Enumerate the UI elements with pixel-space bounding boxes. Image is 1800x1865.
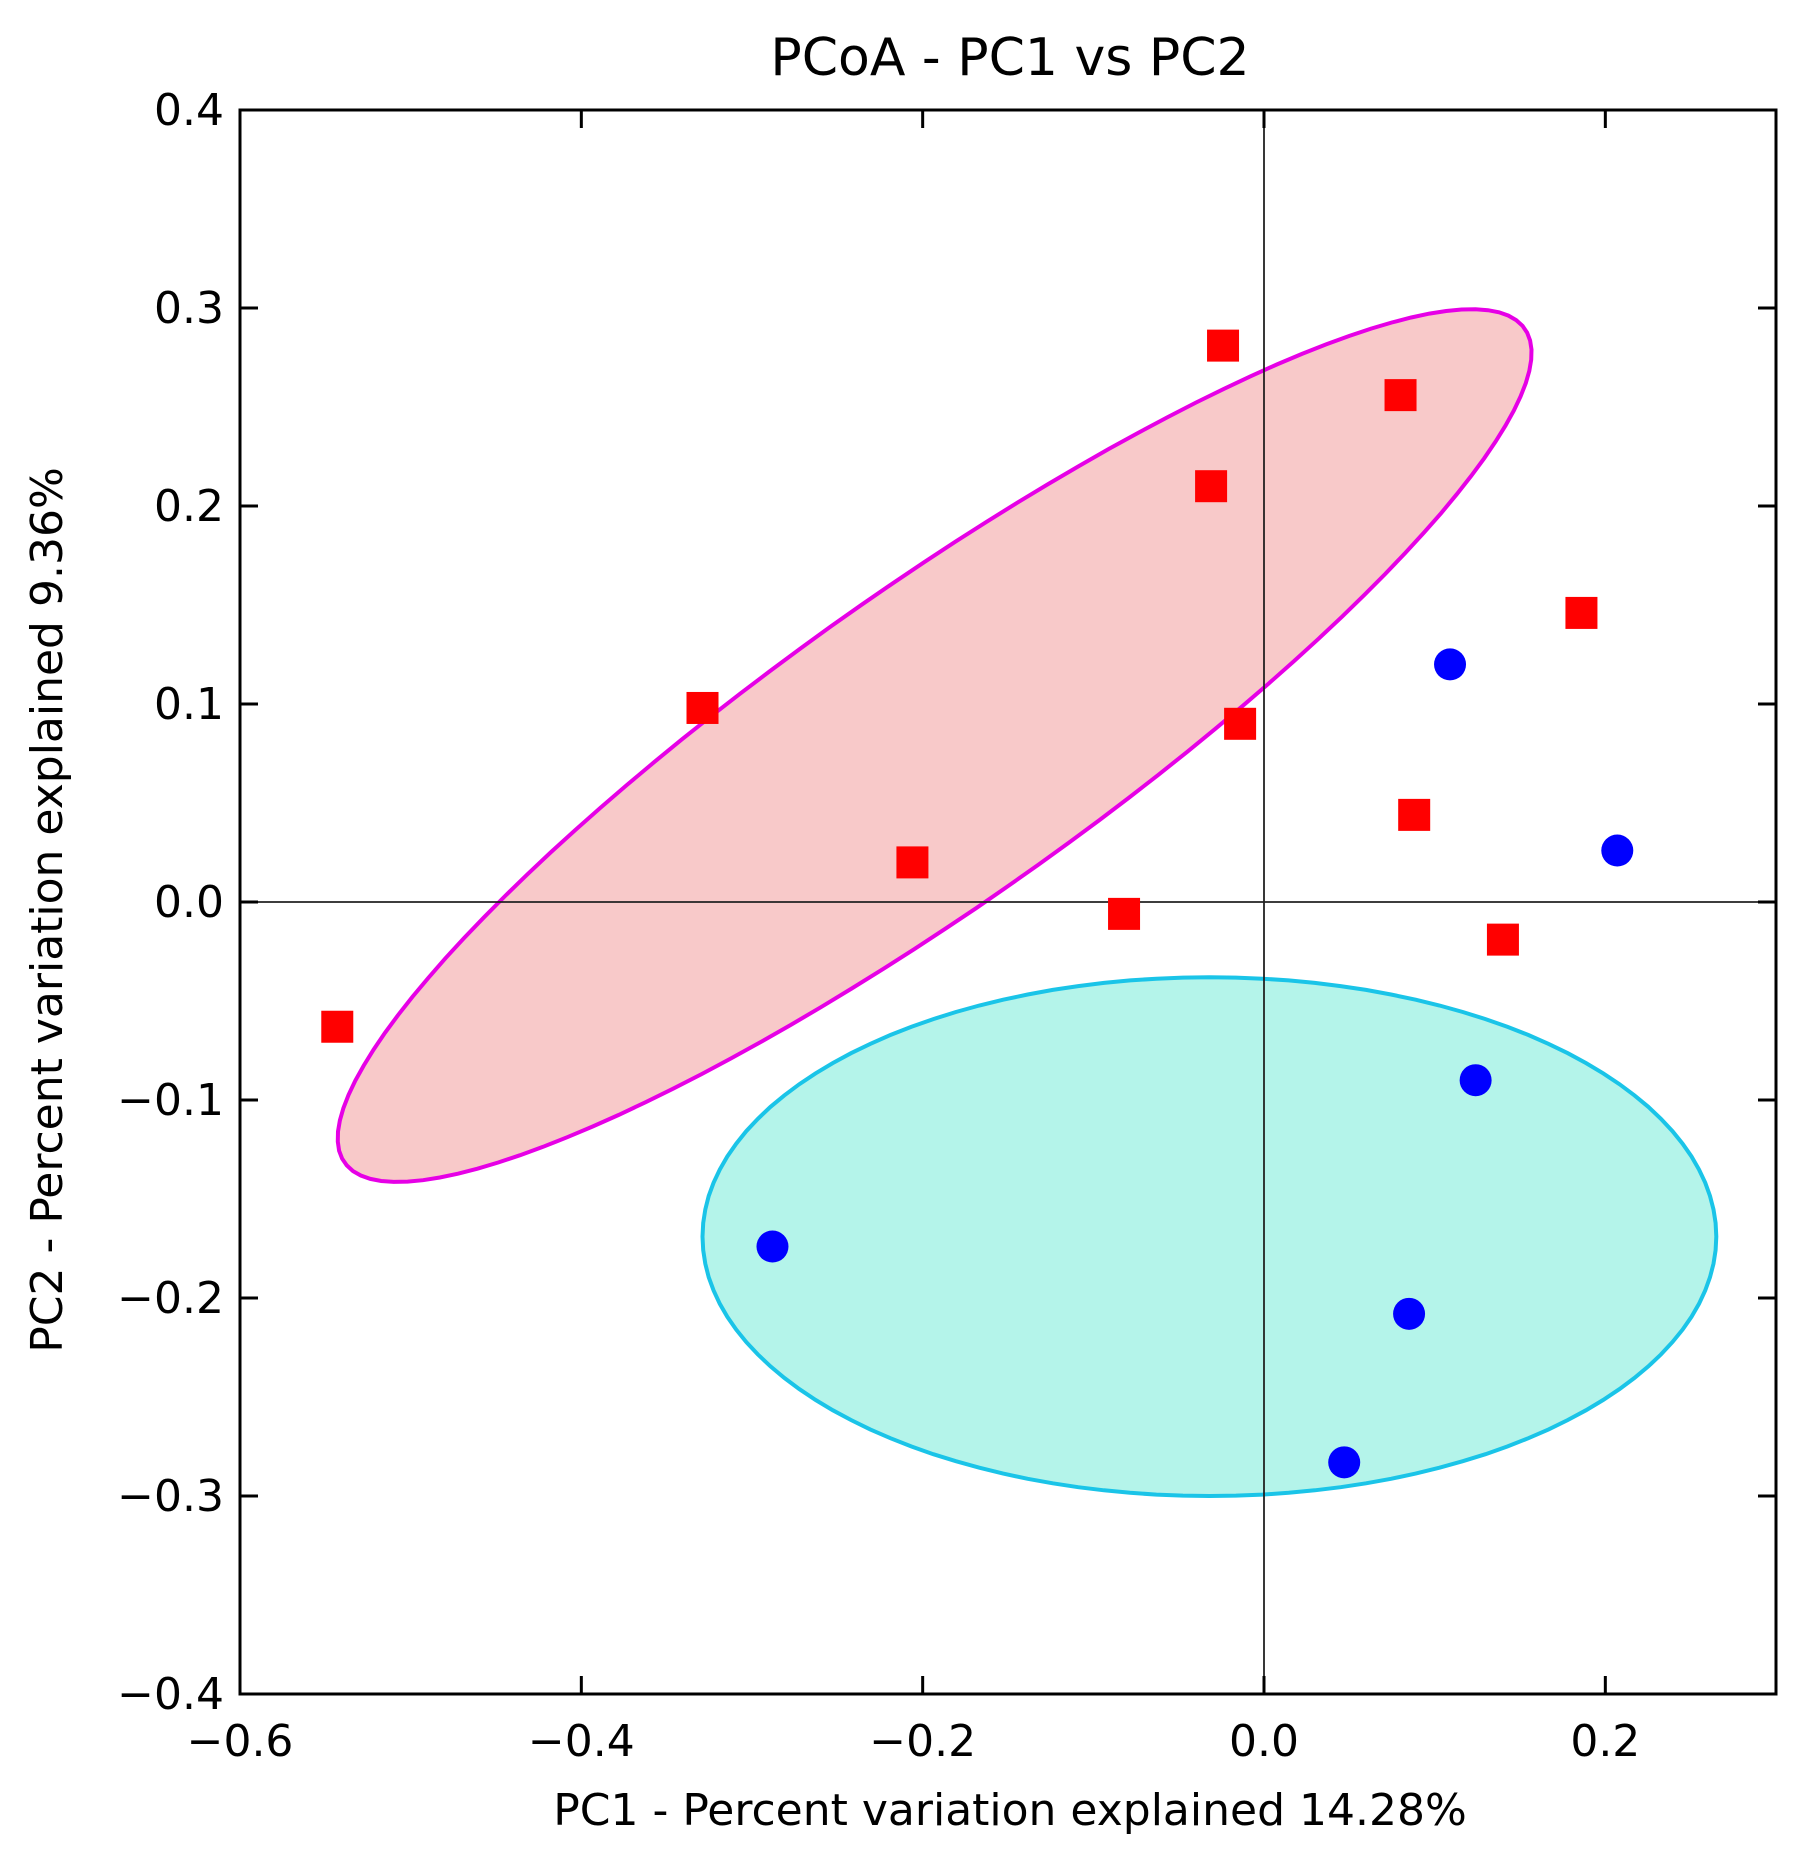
red-square-point: [1195, 470, 1228, 503]
blue-circle-point: [1459, 1064, 1492, 1097]
red-square-point: [1565, 596, 1598, 629]
ellipse-layer: [335, 307, 1719, 1499]
red-group-ellipse: [335, 307, 1534, 1184]
red-square-point: [686, 691, 719, 724]
data-points: [321, 329, 1634, 1479]
x-tick-label: 0.0: [1229, 1716, 1299, 1767]
red-square-point: [896, 846, 929, 879]
red-square-point: [1384, 379, 1417, 412]
red-square-point: [321, 1010, 354, 1043]
chart-title: PCoA - PC1 vs PC2: [770, 28, 1249, 88]
red-square-point: [1207, 329, 1240, 362]
blue-group-ellipse: [700, 975, 1719, 1499]
red-square-point: [1224, 707, 1257, 740]
y-tick-label: −0.4: [117, 1669, 224, 1720]
x-tick-label: 0.2: [1570, 1716, 1640, 1767]
x-axis-label: PC1 - Percent variation explained 14.28%: [553, 1785, 1467, 1836]
red-square-point: [1108, 897, 1141, 930]
y-tick-label: −0.2: [117, 1273, 224, 1324]
x-tick-label: −0.4: [528, 1716, 635, 1767]
blue-circle-point: [1434, 648, 1467, 681]
red-square-point: [1398, 798, 1431, 831]
y-tick-label: 0.2: [154, 481, 224, 532]
y-tick-label: −0.3: [117, 1471, 224, 1522]
blue-circle-point: [1601, 834, 1634, 867]
blue-circle-point: [1328, 1446, 1361, 1479]
y-tick-label: 0.1: [154, 679, 224, 730]
y-tick-label: 0.4: [154, 85, 224, 136]
x-tick-label: −0.2: [869, 1716, 976, 1767]
y-axis-label: PC2 - Percent variation explained 9.36%: [22, 467, 73, 1353]
reference-lines: [240, 110, 1776, 1694]
axis-ticks: −0.6 −0.4 −0.2 0.0 0.2−0.4−0.3−0.2−0.10.00.1…: [117, 85, 1776, 1767]
x-tick-label: −0.6: [187, 1716, 294, 1767]
blue-circle-point: [1393, 1297, 1426, 1330]
red-square-point: [1486, 923, 1519, 956]
y-tick-label: −0.1: [117, 1075, 224, 1126]
y-tick-label: 0.3: [154, 283, 224, 334]
blue-circle-point: [756, 1230, 789, 1263]
y-tick-label: 0.0: [154, 877, 224, 928]
